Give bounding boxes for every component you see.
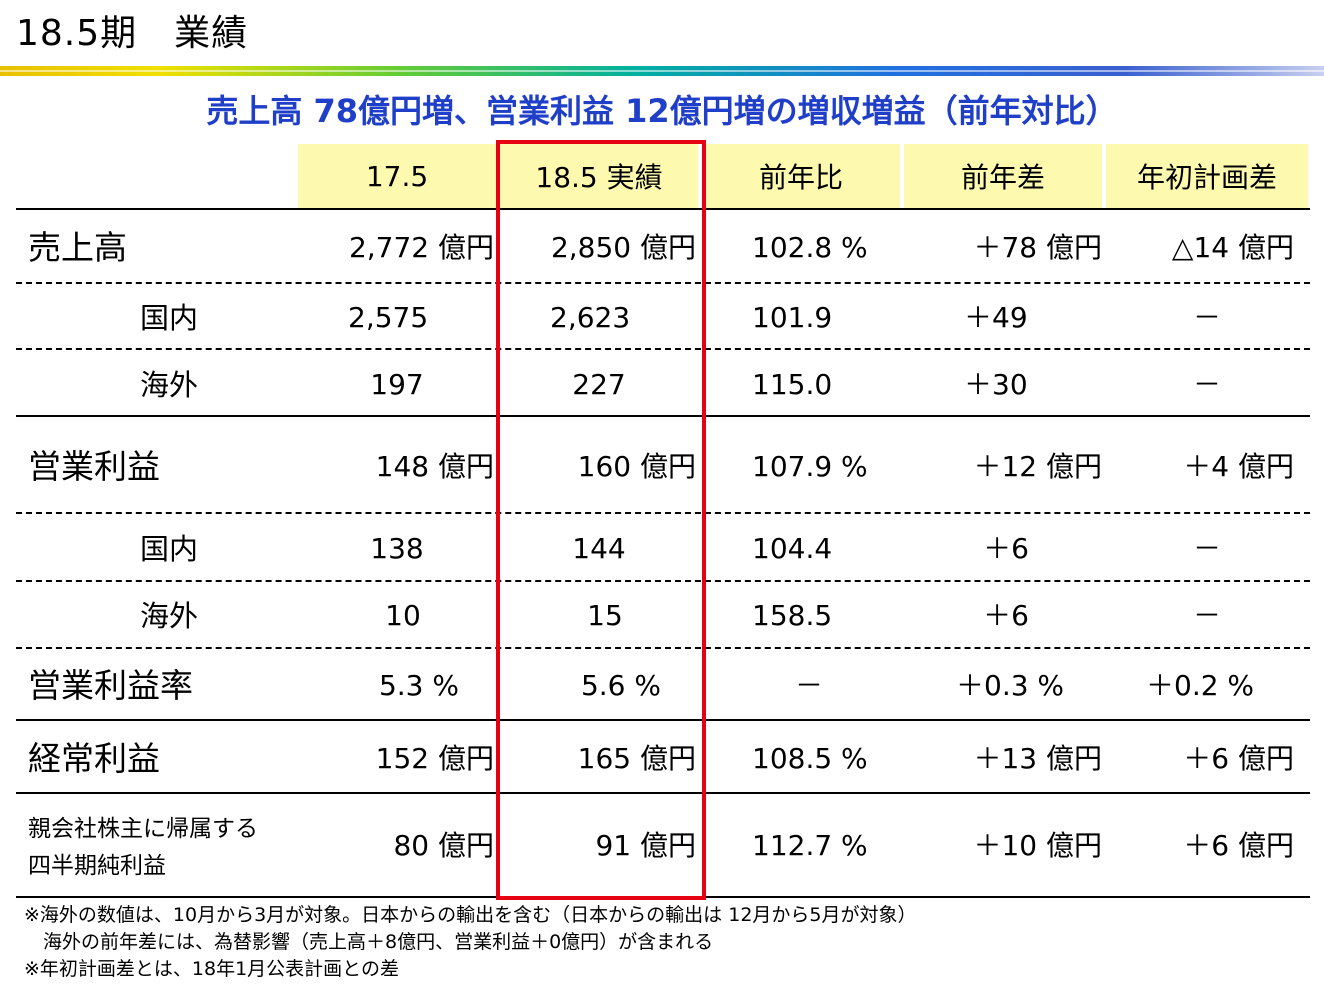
cell-sales-domestic-yoy-diff: ＋49	[964, 301, 1028, 334]
cell-net-income-17-5: 80 億円	[393, 829, 494, 862]
cell-margin-yoy-diff: ＋0.3 %	[956, 669, 1065, 702]
cell-net-income-yoy-ratio: 112.7 %	[752, 829, 868, 862]
cell-op-domestic-17-5: 138	[370, 532, 424, 565]
cell-sales-overseas-18-5: 227	[572, 368, 626, 401]
cell-op-overseas-yoy-ratio: 158.5	[752, 599, 833, 632]
page-title: 18.5期 業績	[16, 13, 249, 54]
highlight-18-5-column	[496, 140, 706, 900]
rule	[16, 415, 1310, 417]
rule	[16, 647, 1310, 649]
cell-ordinary-yoy-ratio: 108.5 %	[752, 742, 868, 775]
column-header-plan-diff: 年初計画差	[1106, 144, 1308, 208]
cell-op-domestic-yoy-ratio: 104.4	[752, 532, 833, 565]
cell-sales-overseas-yoy-diff: ＋30	[964, 368, 1028, 401]
cell-ordinary-plan-diff: ＋6 億円	[1183, 742, 1294, 775]
cell-ordinary-yoy-diff: ＋13 億円	[973, 742, 1102, 775]
headline: 売上高 78億円増、営業利益 12億円増の増収増益（前年対比）	[206, 92, 1118, 130]
cell-sales-plan-diff: △14 億円	[1171, 231, 1294, 264]
rule	[16, 580, 1310, 582]
rainbow-divider	[0, 66, 1324, 76]
row-label-sales-domestic: 国内	[140, 301, 199, 335]
column-header-yoy-ratio: 前年比	[702, 144, 900, 208]
row-label-net-income-line1: 親会社株主に帰属する	[28, 816, 258, 842]
footnote-fx: 海外の前年差には、為替影響（売上高＋8億円、営業利益＋0億円）が含まれる	[24, 931, 714, 953]
row-label-net-income-line2: 四半期純利益	[28, 853, 166, 879]
rule	[16, 719, 1310, 721]
column-header-18-5: 18.5 実績	[500, 144, 698, 208]
cell-sales-yoy-diff: ＋78 億円	[973, 231, 1102, 264]
column-header-yoy-diff: 前年差	[904, 144, 1102, 208]
footnote-plan: ※年初計画差とは、18年1月公表計画との差	[24, 958, 399, 980]
row-label-op-overseas: 海外	[140, 599, 199, 633]
cell-op-overseas-18-5: 15	[587, 599, 623, 632]
cell-sales-domestic-yoy-ratio: 101.9	[752, 301, 833, 334]
cell-sales-17-5: 2,772 億円	[348, 231, 494, 264]
cell-net-income-plan-diff: ＋6 億円	[1183, 829, 1294, 862]
cell-op-profit-18-5: 160 億円	[577, 450, 696, 483]
cell-net-income-yoy-diff: ＋10 億円	[973, 829, 1102, 862]
cell-sales-overseas-yoy-ratio: 115.0	[752, 368, 833, 401]
cell-op-profit-yoy-ratio: 107.9 %	[752, 450, 868, 483]
cell-sales-domestic-17-5: 2,575	[348, 301, 429, 334]
rule	[16, 282, 1310, 284]
cell-op-domestic-plan-diff: －	[1192, 532, 1221, 565]
row-label-ordinary-profit: 経常利益	[28, 739, 160, 778]
cell-margin-yoy-ratio: －	[794, 669, 823, 702]
cell-op-domestic-yoy-diff: ＋6	[983, 532, 1029, 565]
cell-op-overseas-17-5: 10	[385, 599, 421, 632]
cell-op-overseas-plan-diff: －	[1192, 599, 1221, 632]
footnote-overseas: ※海外の数値は、10月から3月が対象。日本からの輸出を含む（日本からの輸出は 1…	[24, 904, 917, 926]
row-label-sales: 売上高	[28, 228, 127, 267]
cell-sales-overseas-plan-diff: －	[1192, 368, 1221, 401]
cell-margin-18-5: 5.6 %	[580, 669, 662, 702]
row-label-sales-overseas: 海外	[140, 368, 199, 402]
row-label-operating-profit: 営業利益	[28, 447, 160, 486]
cell-op-profit-yoy-diff: ＋12 億円	[973, 450, 1102, 483]
cell-op-domestic-18-5: 144	[572, 532, 626, 565]
cell-op-overseas-yoy-diff: ＋6	[983, 599, 1029, 632]
rule	[16, 792, 1310, 794]
row-label-op-domestic: 国内	[140, 532, 199, 566]
cell-op-profit-plan-diff: ＋4 億円	[1183, 450, 1294, 483]
cell-sales-yoy-ratio: 102.8 %	[752, 231, 868, 264]
rule-header	[16, 208, 1310, 210]
cell-margin-17-5: 5.3 %	[378, 669, 460, 702]
rule	[16, 512, 1310, 514]
cell-sales-18-5: 2,850 億円	[550, 231, 696, 264]
cell-net-income-18-5: 91 億円	[595, 829, 696, 862]
cell-op-profit-17-5: 148 億円	[375, 450, 494, 483]
row-label-operating-margin: 営業利益率	[28, 666, 193, 705]
column-header-17-5: 17.5	[298, 144, 496, 208]
cell-ordinary-17-5: 152 億円	[375, 742, 494, 775]
cell-sales-overseas-17-5: 197	[370, 368, 424, 401]
cell-sales-domestic-18-5: 2,623	[550, 301, 631, 334]
cell-ordinary-18-5: 165 億円	[577, 742, 696, 775]
cell-sales-domestic-plan-diff: －	[1192, 301, 1221, 334]
rule	[16, 348, 1310, 350]
cell-margin-plan-diff: ＋0.2 %	[1146, 669, 1255, 702]
